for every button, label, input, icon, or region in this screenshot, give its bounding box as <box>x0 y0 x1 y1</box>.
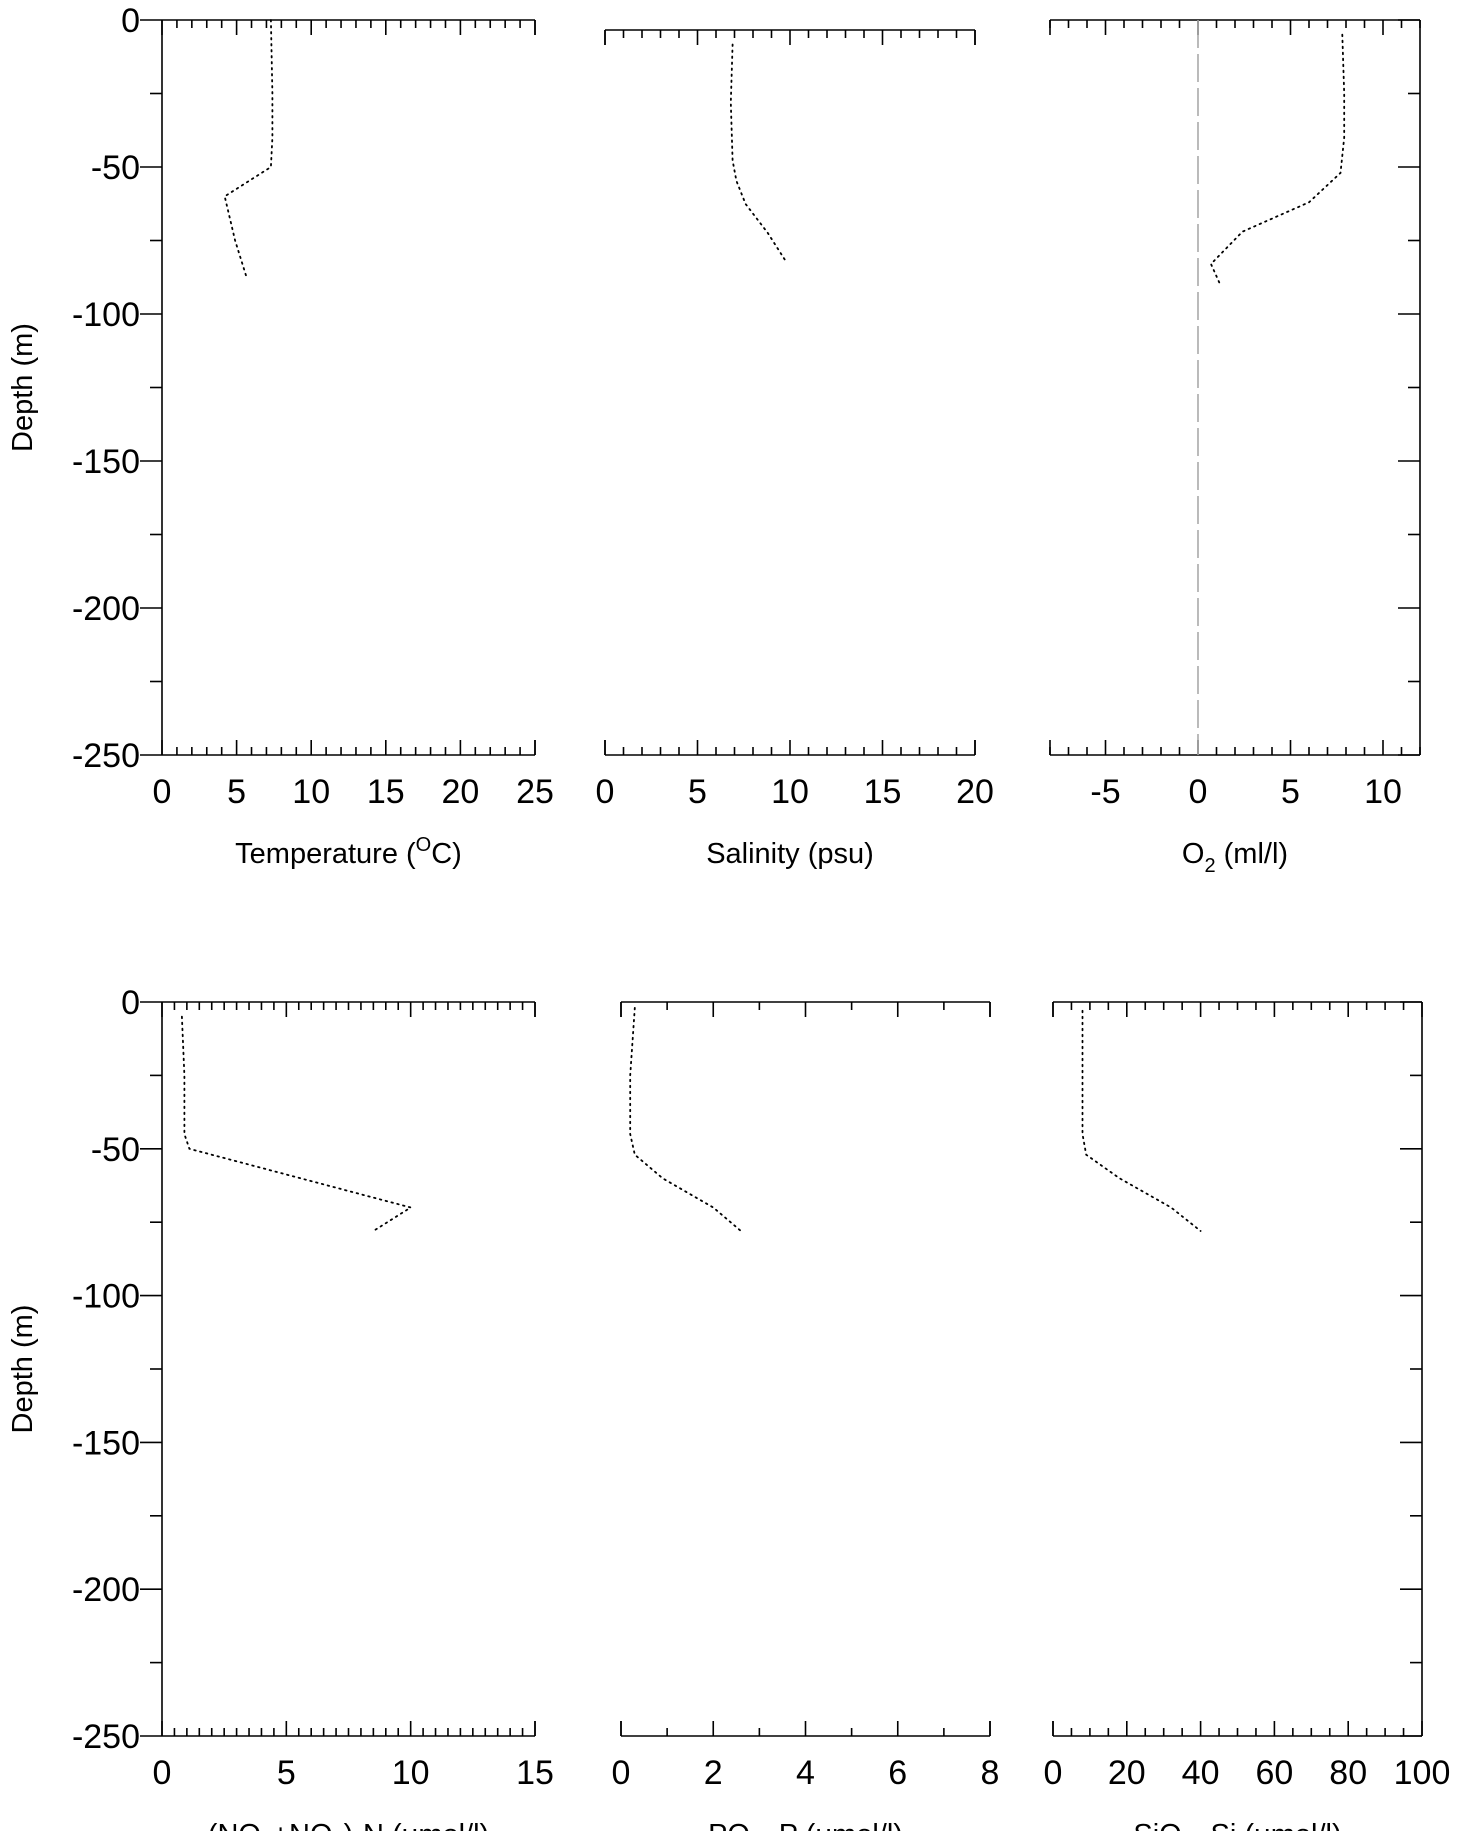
x-axis-title: SiO3 -Si (μmol/l) <box>1133 1819 1341 1831</box>
x-tick-label: 0 <box>1189 773 1208 811</box>
x-tick-label: 80 <box>1329 1754 1367 1792</box>
x-axis-title: Temperature (OC) <box>235 834 462 870</box>
x-tick-label: 10 <box>771 773 809 811</box>
y-tick-label: -50 <box>91 149 140 187</box>
y-tick-label: -100 <box>72 1278 140 1316</box>
x-tick-label: 0 <box>153 1754 172 1792</box>
axis-title-part: PO <box>708 1819 750 1831</box>
y-tick-label: -200 <box>72 1571 140 1609</box>
axis-title-part: Temperature ( <box>235 838 416 870</box>
x-tick-label: 0 <box>612 1754 631 1792</box>
chart-panel-6: 0 20 40 60 80 100 SiO3 -Si (μmol/l) <box>1044 1001 1451 1831</box>
y-tick-label: -250 <box>72 737 140 775</box>
axis-title-part: (ml/l) <box>1216 838 1288 870</box>
x-tick-label: 8 <box>981 1754 1000 1792</box>
x-tick-label: 15 <box>516 1754 554 1792</box>
axis-title-part: O <box>1182 838 1205 870</box>
profile-series-line <box>729 43 788 263</box>
axis-title-part: -Si (μmol/l) <box>1193 1819 1342 1831</box>
profile-series-line <box>1209 33 1346 286</box>
x-axis-title: (NO2+NO3)-N (μmol/l) <box>208 1819 489 1831</box>
chart-panel-4: 0 5 10 15 0 -50 -100 -150 -200 -250 Depth (m) (NO2+… <box>7 984 554 1831</box>
y-tick-label: -150 <box>72 1424 140 1462</box>
profile-series-line <box>1081 1009 1202 1232</box>
y-tick-label: 0 <box>121 984 140 1022</box>
x-tick-label: 40 <box>1182 1754 1220 1792</box>
x-tick-label: 0 <box>153 773 172 811</box>
profile-series-line <box>223 19 274 280</box>
x-tick-label: 5 <box>688 773 707 811</box>
x-tick-label: 5 <box>227 773 246 811</box>
y-tick-label: -50 <box>91 1131 140 1169</box>
x-tick-label: 2 <box>704 1754 723 1792</box>
x-tick-label: 10 <box>1364 773 1402 811</box>
x-axis-title: PO4 -P (μmol/l) <box>708 1819 903 1831</box>
x-tick-label: 5 <box>277 1754 296 1792</box>
x-axis-title: Salinity (psu) <box>706 838 874 870</box>
x-tick-label: 4 <box>796 1754 815 1792</box>
axis-title-part: Salinity (psu) <box>706 838 874 870</box>
axis-title-part: O <box>416 834 432 856</box>
x-tick-label: 20 <box>956 773 994 811</box>
x-tick-label: 20 <box>1108 1754 1146 1792</box>
x-tick-label: 0 <box>1044 1754 1063 1792</box>
x-tick-label: 0 <box>596 773 615 811</box>
x-tick-label: 20 <box>441 773 479 811</box>
axis-title-part: )-N (μmol/l) <box>344 1819 490 1831</box>
axis-title-part: (NO <box>208 1819 261 1831</box>
x-tick-label: 100 <box>1394 1754 1451 1792</box>
x-tick-label: 10 <box>392 1754 430 1792</box>
axis-title-part: SiO <box>1133 1819 1181 1831</box>
profile-series-line <box>180 1015 413 1232</box>
y-tick-label: -100 <box>72 296 140 334</box>
axis-title-part: -P (μmol/l) <box>761 1819 903 1831</box>
x-tick-label: 60 <box>1255 1754 1293 1792</box>
axis-title-part: +NO <box>272 1819 332 1831</box>
x-tick-label: 10 <box>292 773 330 811</box>
y-tick-label: 0 <box>121 2 140 40</box>
chart-panel-1: 0 5 10 15 20 25 0 -50 -100 -150 -200 -250 Depth (m) T… <box>7 2 554 870</box>
x-axis-title: O2 (ml/l) <box>1182 838 1288 877</box>
chart-panel-5: 0 2 4 6 8 PO4 -P (μmol/l) <box>612 1001 1000 1831</box>
y-tick-label: -250 <box>72 1718 140 1756</box>
axis-title-part: 2 <box>1204 855 1215 877</box>
chart-panel-3: -5 0 5 10 O2 (ml/l) <box>1049 19 1421 877</box>
profile-series-line <box>629 1007 742 1232</box>
x-tick-label: -5 <box>1090 773 1120 811</box>
x-tick-label: 5 <box>1281 773 1300 811</box>
axis-title-part: C) <box>431 838 462 870</box>
y-axis-title: Depth (m) <box>7 323 39 452</box>
x-tick-label: 25 <box>516 773 554 811</box>
y-tick-label: -200 <box>72 590 140 628</box>
x-tick-label: 6 <box>888 1754 907 1792</box>
y-axis-title: Depth (m) <box>7 1305 39 1434</box>
x-tick-label: 15 <box>367 773 405 811</box>
y-tick-label: -150 <box>72 443 140 481</box>
x-tick-label: 15 <box>864 773 902 811</box>
chart-panel-2: 0 5 10 15 20 Salinity (psu) <box>596 29 994 870</box>
